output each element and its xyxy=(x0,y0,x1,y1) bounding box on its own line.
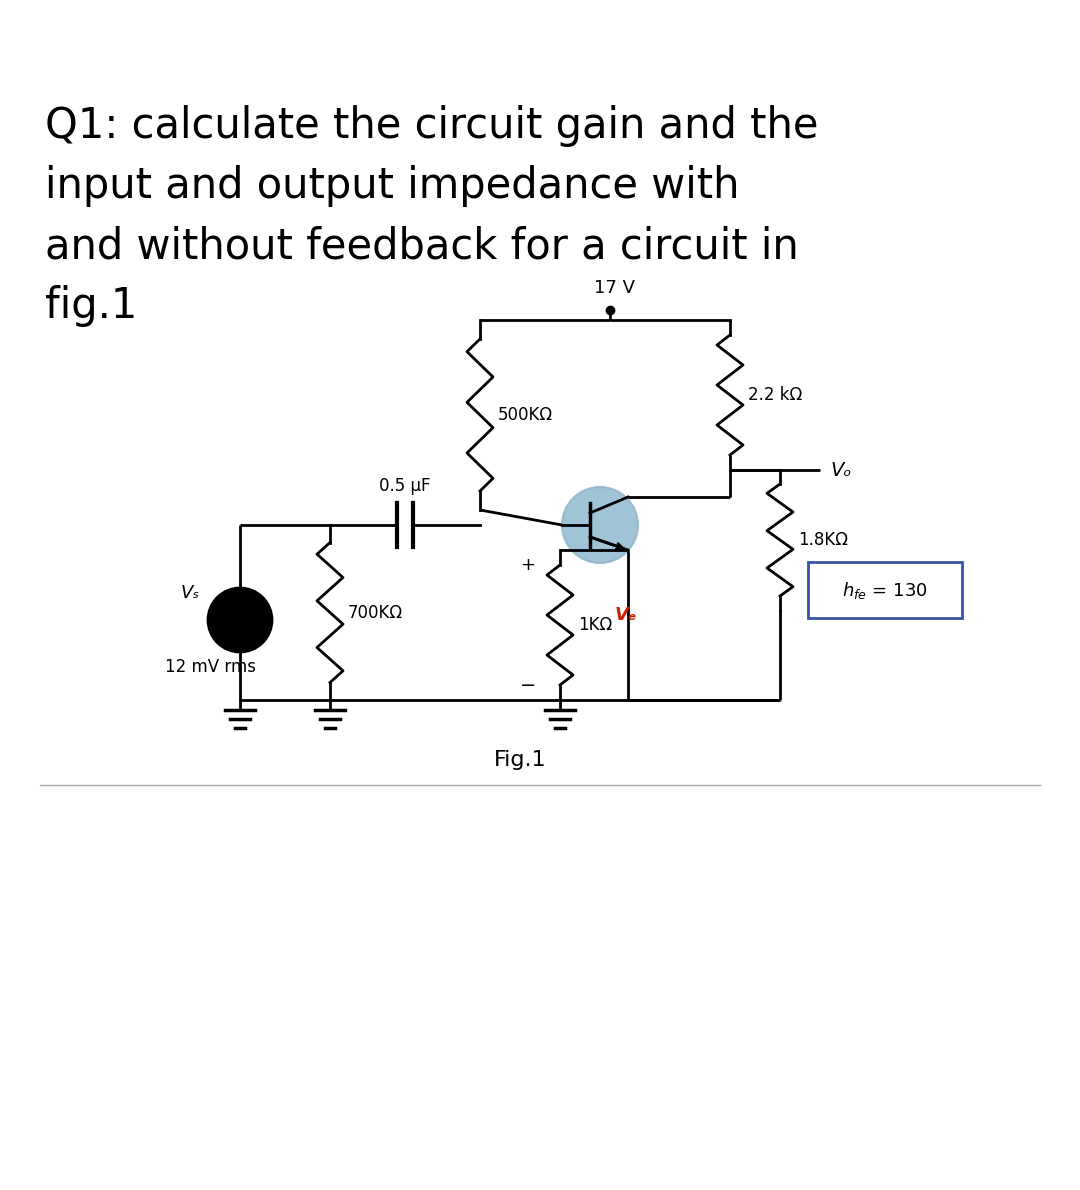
Text: $h_{fe}$ = 130: $h_{fe}$ = 130 xyxy=(842,580,928,601)
Text: 2.2 kΩ: 2.2 kΩ xyxy=(748,386,802,403)
Text: 12 mV rms: 12 mV rms xyxy=(165,658,256,676)
Text: Vₒ: Vₒ xyxy=(831,461,851,480)
Text: −: − xyxy=(519,676,536,695)
Text: 17 V: 17 V xyxy=(594,278,635,298)
Text: Vₛ: Vₛ xyxy=(180,584,200,602)
Text: 1KΩ: 1KΩ xyxy=(578,616,612,634)
Text: 700KΩ: 700KΩ xyxy=(348,603,403,621)
Text: Q1: calculate the circuit gain and the
input and output impedance with
and witho: Q1: calculate the circuit gain and the i… xyxy=(45,105,819,327)
Circle shape xyxy=(562,487,638,563)
Text: +: + xyxy=(521,556,536,574)
Text: 0.5 μF: 0.5 μF xyxy=(379,477,431,495)
Text: 500KΩ: 500KΩ xyxy=(498,406,553,424)
FancyBboxPatch shape xyxy=(808,562,962,618)
Circle shape xyxy=(208,588,272,652)
Text: Fig.1: Fig.1 xyxy=(494,750,546,770)
Text: 1.8KΩ: 1.8KΩ xyxy=(798,531,848,549)
Text: Vₑ: Vₑ xyxy=(615,606,637,624)
